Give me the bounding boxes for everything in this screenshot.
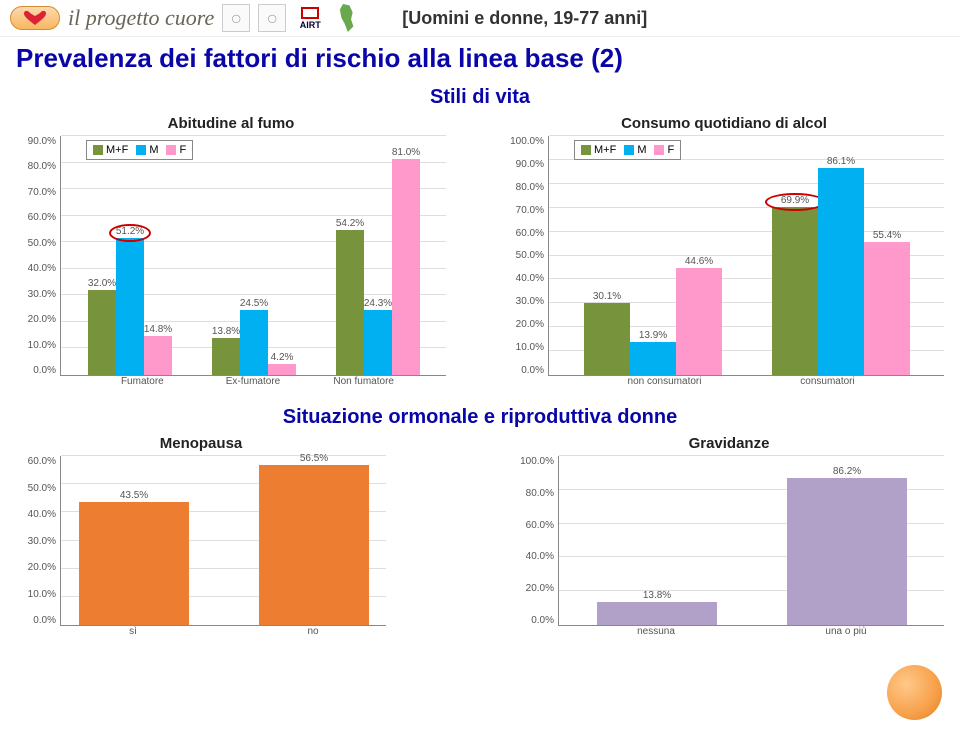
chart-gravidanze: 100.0%80.0%60.0%40.0%20.0%0.0%13.8%86.2%… bbox=[514, 456, 944, 646]
chart-box-menopausa: Menopausa 60.0%50.0%40.0%30.0%20.0%10.0%… bbox=[16, 435, 386, 646]
decorative-circle bbox=[887, 665, 942, 720]
chart-title-menopausa: Menopausa bbox=[160, 435, 243, 452]
chart-fumo: 90.0%80.0%70.0%60.0%50.0%40.0%30.0%20.0%… bbox=[16, 136, 446, 396]
row-ormonale: Menopausa 60.0%50.0%40.0%30.0%20.0%10.0%… bbox=[0, 435, 960, 646]
chart-menopausa: 60.0%50.0%40.0%30.0%20.0%10.0%0.0%43.5%5… bbox=[16, 456, 386, 646]
row-stili: Abitudine al fumo 90.0%80.0%70.0%60.0%50… bbox=[0, 115, 960, 396]
header-bar: il progetto cuore ◯ ◯ AIRT [Uomini e don… bbox=[0, 0, 960, 37]
section-title-ormonale: Situazione ormonale e riproduttiva donne bbox=[0, 406, 960, 429]
project-title: il progetto cuore bbox=[68, 5, 214, 31]
heart-logo bbox=[10, 6, 60, 30]
chart-title-alcol: Consumo quotidiano di alcol bbox=[621, 115, 827, 132]
header-subtitle: [Uomini e donne, 19-77 anni] bbox=[402, 8, 647, 29]
chart-title-gravidanze: Gravidanze bbox=[689, 435, 770, 452]
chart-alcol: 100.0%90.0%80.0%70.0%60.0%50.0%40.0%30.0… bbox=[504, 136, 944, 396]
partner-logo-2: ◯ bbox=[258, 4, 286, 32]
main-title: Prevalenza dei fattori di rischio alla l… bbox=[0, 37, 960, 84]
partner-logo-1: ◯ bbox=[222, 4, 250, 32]
airt-logo: AIRT bbox=[294, 6, 326, 30]
section-title-stili: Stili di vita bbox=[0, 86, 960, 109]
chart-box-fumo: Abitudine al fumo 90.0%80.0%70.0%60.0%50… bbox=[16, 115, 446, 396]
airt-label: AIRT bbox=[300, 20, 321, 30]
chart-title-fumo: Abitudine al fumo bbox=[168, 115, 295, 132]
chart-box-gravidanze: Gravidanze 100.0%80.0%60.0%40.0%20.0%0.0… bbox=[514, 435, 944, 646]
chart-box-alcol: Consumo quotidiano di alcol 100.0%90.0%8… bbox=[504, 115, 944, 396]
italy-icon bbox=[338, 4, 354, 32]
